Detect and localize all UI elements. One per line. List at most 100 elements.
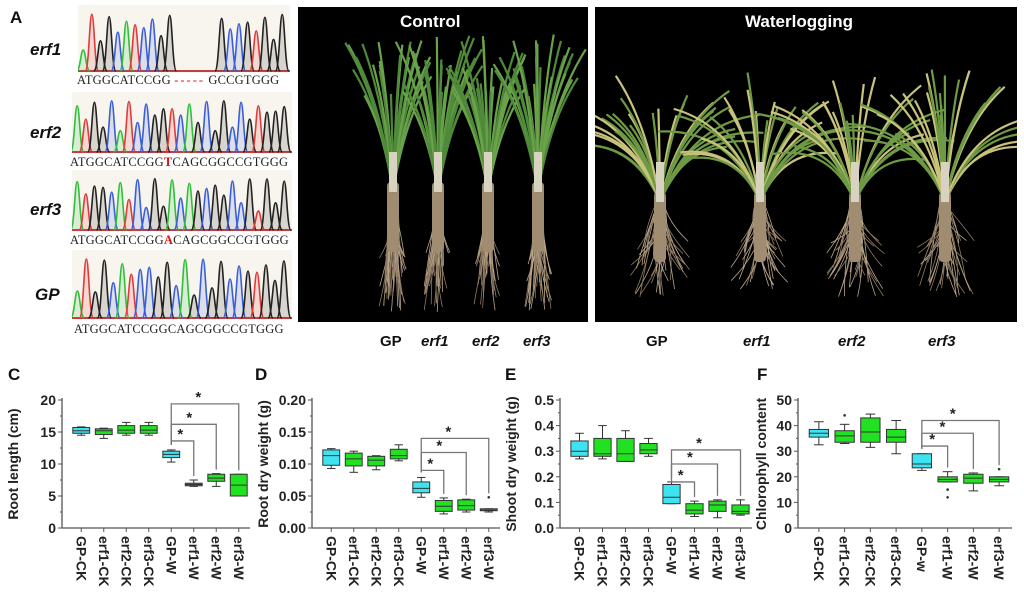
chromatogram-peak <box>177 258 193 319</box>
chromatogram-peak <box>276 260 292 319</box>
chart-panel-d: 0.00 0.05 0.10 0.15 0.20 Root dry weight (g) G… <box>255 392 500 587</box>
leaf-blade <box>758 127 845 203</box>
y-tick-label: 30 <box>776 443 792 459</box>
waterlogging-label-erf1: erf1 <box>743 333 771 350</box>
chromatogram-peak <box>233 101 249 153</box>
control-label-erf1: erf1 <box>421 333 449 350</box>
chromatogram-peak <box>84 13 100 72</box>
waterlogging-label-erf3: erf3 <box>928 333 956 350</box>
x-tick-label: erf2-CK <box>118 536 134 587</box>
seq-mutation: T <box>163 155 173 169</box>
box-GP-CK <box>570 440 589 457</box>
x-tick-label: erf2-W <box>965 536 981 580</box>
box-GP-w <box>911 453 933 469</box>
y-tick-label: 0.4 <box>535 418 555 434</box>
chart-panel-c: 0 5 10 15 20 Root length (cm) GP-CK erf1-CK erf2… <box>5 389 250 587</box>
root-bundle <box>754 192 766 262</box>
y-tick-label: 0.5 <box>535 392 555 408</box>
x-tick-label: GP-W <box>664 536 680 575</box>
stem-base <box>941 162 949 202</box>
seq-left: ATGGCATCCGG <box>70 155 164 169</box>
y-tick-label: 0.10 <box>279 456 306 472</box>
significance-bracket <box>170 403 240 471</box>
stem-base <box>534 152 542 192</box>
x-tick-label: erf1-W <box>186 536 202 580</box>
stem-base <box>434 152 442 192</box>
significance-star: * <box>687 449 693 466</box>
significance-star: * <box>436 437 442 454</box>
box-erf2-W <box>963 473 984 484</box>
y-axis-label: Root dry weight (g) <box>255 400 271 528</box>
box-erf2-W <box>457 499 476 511</box>
outlier-point <box>843 414 846 417</box>
chromatogram-peak <box>144 18 160 72</box>
y-tick-label: 0 <box>784 520 792 536</box>
box-erf1-CK <box>94 428 113 436</box>
y-tick-label: 0.20 <box>279 392 306 408</box>
x-tick-label: erf1-CK <box>837 536 853 587</box>
chromatogram-peak <box>199 100 215 153</box>
chromatogram-peak <box>225 180 240 231</box>
y-axis-label: Chlorophyll content <box>753 398 769 531</box>
box-erf1-W <box>685 503 704 515</box>
y-tick-label: 5 <box>48 488 56 504</box>
x-tick-label: erf3-CK <box>641 536 657 587</box>
box-GP-CK <box>322 449 341 466</box>
control-label-gp: GP <box>380 333 402 350</box>
x-tick-label: erf3-CK <box>141 536 157 587</box>
significance-star: * <box>195 389 201 406</box>
chromatogram-erf3 <box>72 170 292 232</box>
seq-left: ATGGCATCCGG <box>77 73 171 87</box>
box-erf3-W <box>731 504 750 515</box>
leaf-blade <box>673 107 762 203</box>
panel-label-c: C <box>8 365 21 384</box>
y-tick-label: 20 <box>776 469 792 485</box>
sequence-gp: ATGGCATCCGGCAGCGGCCGTGGG <box>74 322 284 337</box>
chromatogram-peak <box>195 258 211 319</box>
chromatogram-peak <box>162 14 178 72</box>
significance-bracket <box>670 476 696 498</box>
x-tick-label: erf3-W <box>231 536 247 580</box>
root-bundle <box>939 192 951 262</box>
x-tick-label: erf1-CK <box>96 536 112 587</box>
x-tick-label: erf2-CK <box>862 536 878 587</box>
box-erf1-CK <box>593 437 612 457</box>
box-erf2-CK <box>860 417 881 443</box>
chromatogram-peak <box>276 180 292 231</box>
chromatogram-peak <box>207 184 223 231</box>
chromatogram-peak <box>86 101 102 153</box>
box-erf2-CK <box>117 425 136 434</box>
x-tick-label: erf1-CK <box>346 536 362 587</box>
chromatogram-peak <box>216 99 232 153</box>
box-erf3-CK <box>139 425 158 434</box>
x-tick-label: erf3-W <box>481 536 497 580</box>
root-bundle <box>849 192 861 262</box>
significance-star: * <box>678 467 684 484</box>
box-GP-W <box>662 483 681 505</box>
y-tick-label: 0.2 <box>535 469 555 485</box>
outlier-point <box>946 488 949 491</box>
y-tick-label: 0.15 <box>279 424 306 440</box>
outlier-point <box>946 495 949 499</box>
chromatogram-peak <box>276 105 292 153</box>
significance-bracket <box>670 449 742 496</box>
box-erf2-CK <box>616 437 635 462</box>
x-tick-label: erf2-W <box>458 536 474 580</box>
x-tick-label: GP-CK <box>323 536 339 581</box>
stem-base <box>389 152 397 192</box>
chromatogram-peak <box>72 180 85 231</box>
leaf-blade <box>853 108 945 203</box>
waterlogging-title: Waterlogging <box>745 12 853 31</box>
chromatogram-peak <box>112 181 128 231</box>
panel-label-e: E <box>505 365 517 384</box>
control-title: Control <box>400 12 461 31</box>
stem-base <box>756 162 764 202</box>
root-bundle <box>482 182 494 252</box>
x-tick-label: erf1-CK <box>595 536 611 587</box>
control-label-erf2: erf2 <box>472 333 500 350</box>
genotype-label-erf2: erf2 <box>30 123 62 142</box>
chromatogram-peak <box>159 261 175 319</box>
root-bundle <box>387 182 399 252</box>
chromatogram-peak <box>114 262 130 319</box>
panel-label-d: D <box>255 365 268 384</box>
